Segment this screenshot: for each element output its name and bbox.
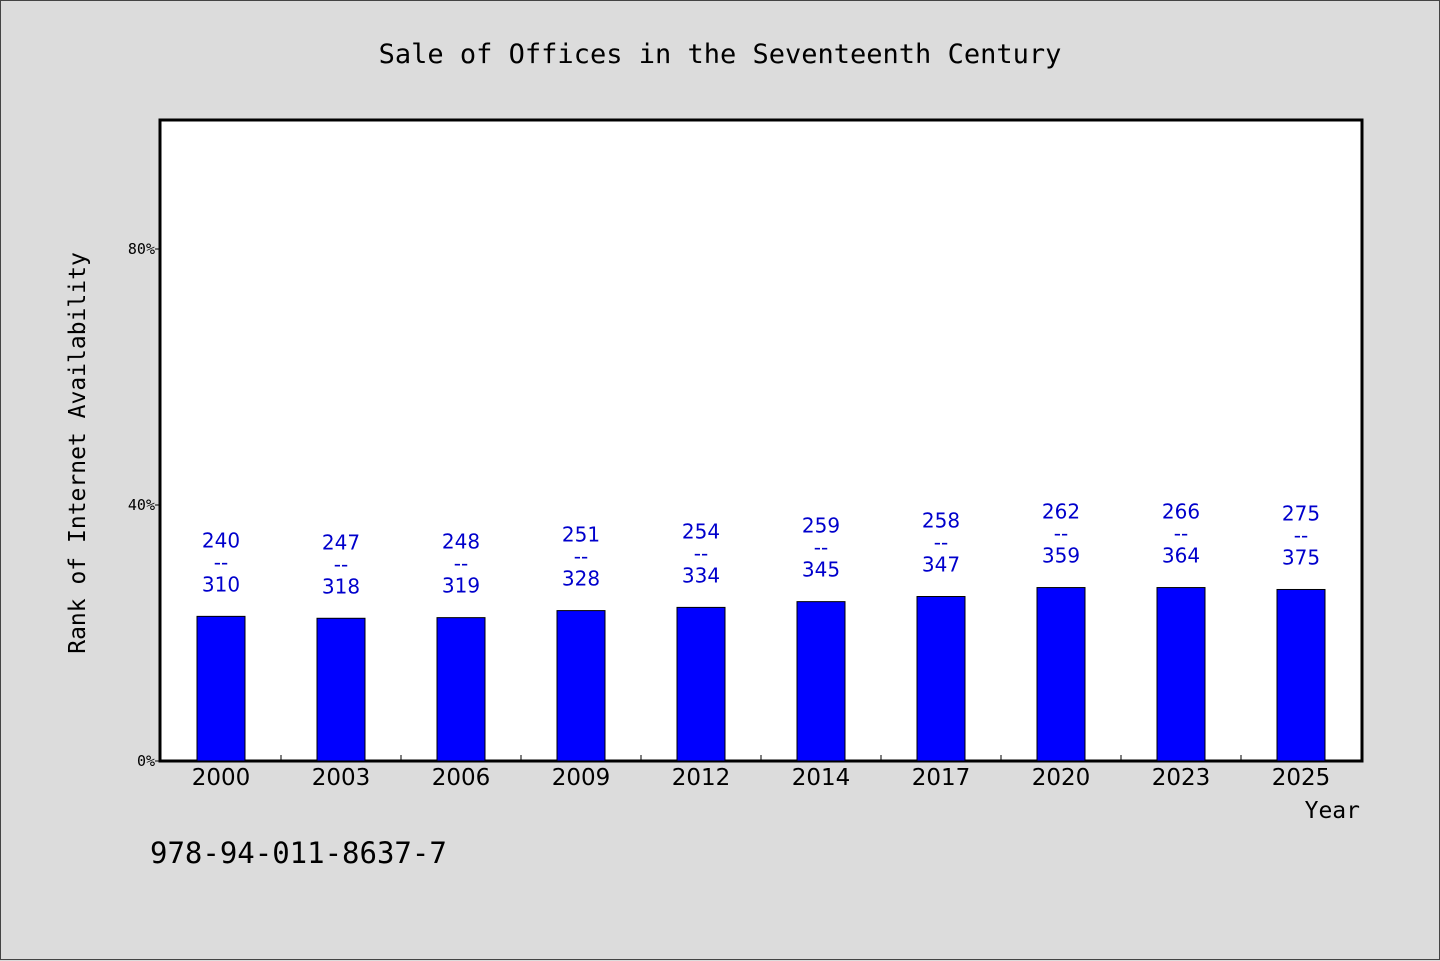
bar-2003 xyxy=(316,617,366,762)
bar-2009 xyxy=(556,610,606,762)
bar-2023 xyxy=(1156,587,1206,762)
data-label-bottom-2025: 375 xyxy=(1282,545,1320,569)
bar-2017 xyxy=(916,596,966,762)
data-label-bottom-2003: 318 xyxy=(322,574,360,598)
bar-2000 xyxy=(196,615,246,762)
data-label-top-2014: 259 xyxy=(802,514,840,538)
data-label-bottom-2017: 347 xyxy=(922,553,960,577)
x-tick-label-2012: 2012 xyxy=(672,765,731,791)
data-label-separator-2003: -- xyxy=(334,552,348,576)
data-label-top-2017: 258 xyxy=(922,509,960,533)
isbn-label: 978-94-011-8637-7 xyxy=(150,836,447,870)
y-axis-ticks: 0% 40% 80% xyxy=(128,240,161,770)
data-label-bottom-2014: 345 xyxy=(802,558,840,582)
y-tick-label-1: 40% xyxy=(128,496,155,514)
data-label-top-2006: 248 xyxy=(442,530,480,554)
chart-title: Sale of Offices in the Seventeenth Centu… xyxy=(379,39,1062,70)
data-label-bottom-2023: 364 xyxy=(1162,544,1200,568)
x-tick-label-2003: 2003 xyxy=(312,765,371,791)
data-label-bottom-2000: 310 xyxy=(202,572,240,596)
x-tick-label-2009: 2009 xyxy=(552,765,611,791)
data-label-separator-2000: -- xyxy=(214,550,228,574)
x-tick-label-2006: 2006 xyxy=(432,765,491,791)
y-tick-label-2: 80% xyxy=(128,240,155,258)
y-tick-label-0: 0% xyxy=(137,752,155,770)
x-tick-label-2025: 2025 xyxy=(1272,765,1331,791)
data-label-top-2025: 275 xyxy=(1282,501,1320,525)
bar-2020 xyxy=(1036,587,1086,762)
x-axis-label: Year xyxy=(1305,798,1360,824)
data-label-bottom-2020: 359 xyxy=(1042,544,1080,568)
y-axis-label: Rank of Internet Availability xyxy=(65,252,91,654)
data-label-separator-2006: -- xyxy=(454,552,468,576)
data-labels-layer: 240--310247--318248--319251--328254--334… xyxy=(202,500,1320,599)
data-label-separator-2009: -- xyxy=(574,545,588,569)
bars-layer xyxy=(196,587,1326,762)
bar-2012 xyxy=(676,606,726,762)
data-label-separator-2014: -- xyxy=(814,536,828,560)
data-label-top-2003: 247 xyxy=(322,530,360,554)
data-label-bottom-2009: 328 xyxy=(562,567,600,591)
data-label-top-2009: 251 xyxy=(562,523,600,547)
bar-2006 xyxy=(436,617,486,762)
data-label-bottom-2012: 334 xyxy=(682,563,720,587)
data-label-top-2023: 266 xyxy=(1162,500,1200,524)
data-label-bottom-2006: 319 xyxy=(442,574,480,598)
data-label-top-2012: 254 xyxy=(682,519,720,543)
data-label-separator-2017: -- xyxy=(934,531,948,555)
bar-2014 xyxy=(796,601,846,762)
data-label-top-2020: 262 xyxy=(1042,500,1080,524)
x-tick-label-2000: 2000 xyxy=(192,765,251,791)
data-label-separator-2012: -- xyxy=(694,541,708,565)
x-tick-label-2023: 2023 xyxy=(1152,765,1211,791)
x-tick-label-2020: 2020 xyxy=(1032,765,1091,791)
data-label-separator-2020: -- xyxy=(1054,522,1068,546)
x-axis-ticks: 2000 2003 2006 2009 2012 2014 2017 2020 2023 2025 xyxy=(192,755,1331,791)
bar-2025 xyxy=(1276,588,1326,762)
x-tick-label-2017: 2017 xyxy=(912,765,971,791)
x-tick-label-2014: 2014 xyxy=(792,765,851,791)
data-label-separator-2023: -- xyxy=(1174,522,1188,546)
data-label-separator-2025: -- xyxy=(1294,523,1308,547)
data-label-top-2000: 240 xyxy=(202,528,240,552)
